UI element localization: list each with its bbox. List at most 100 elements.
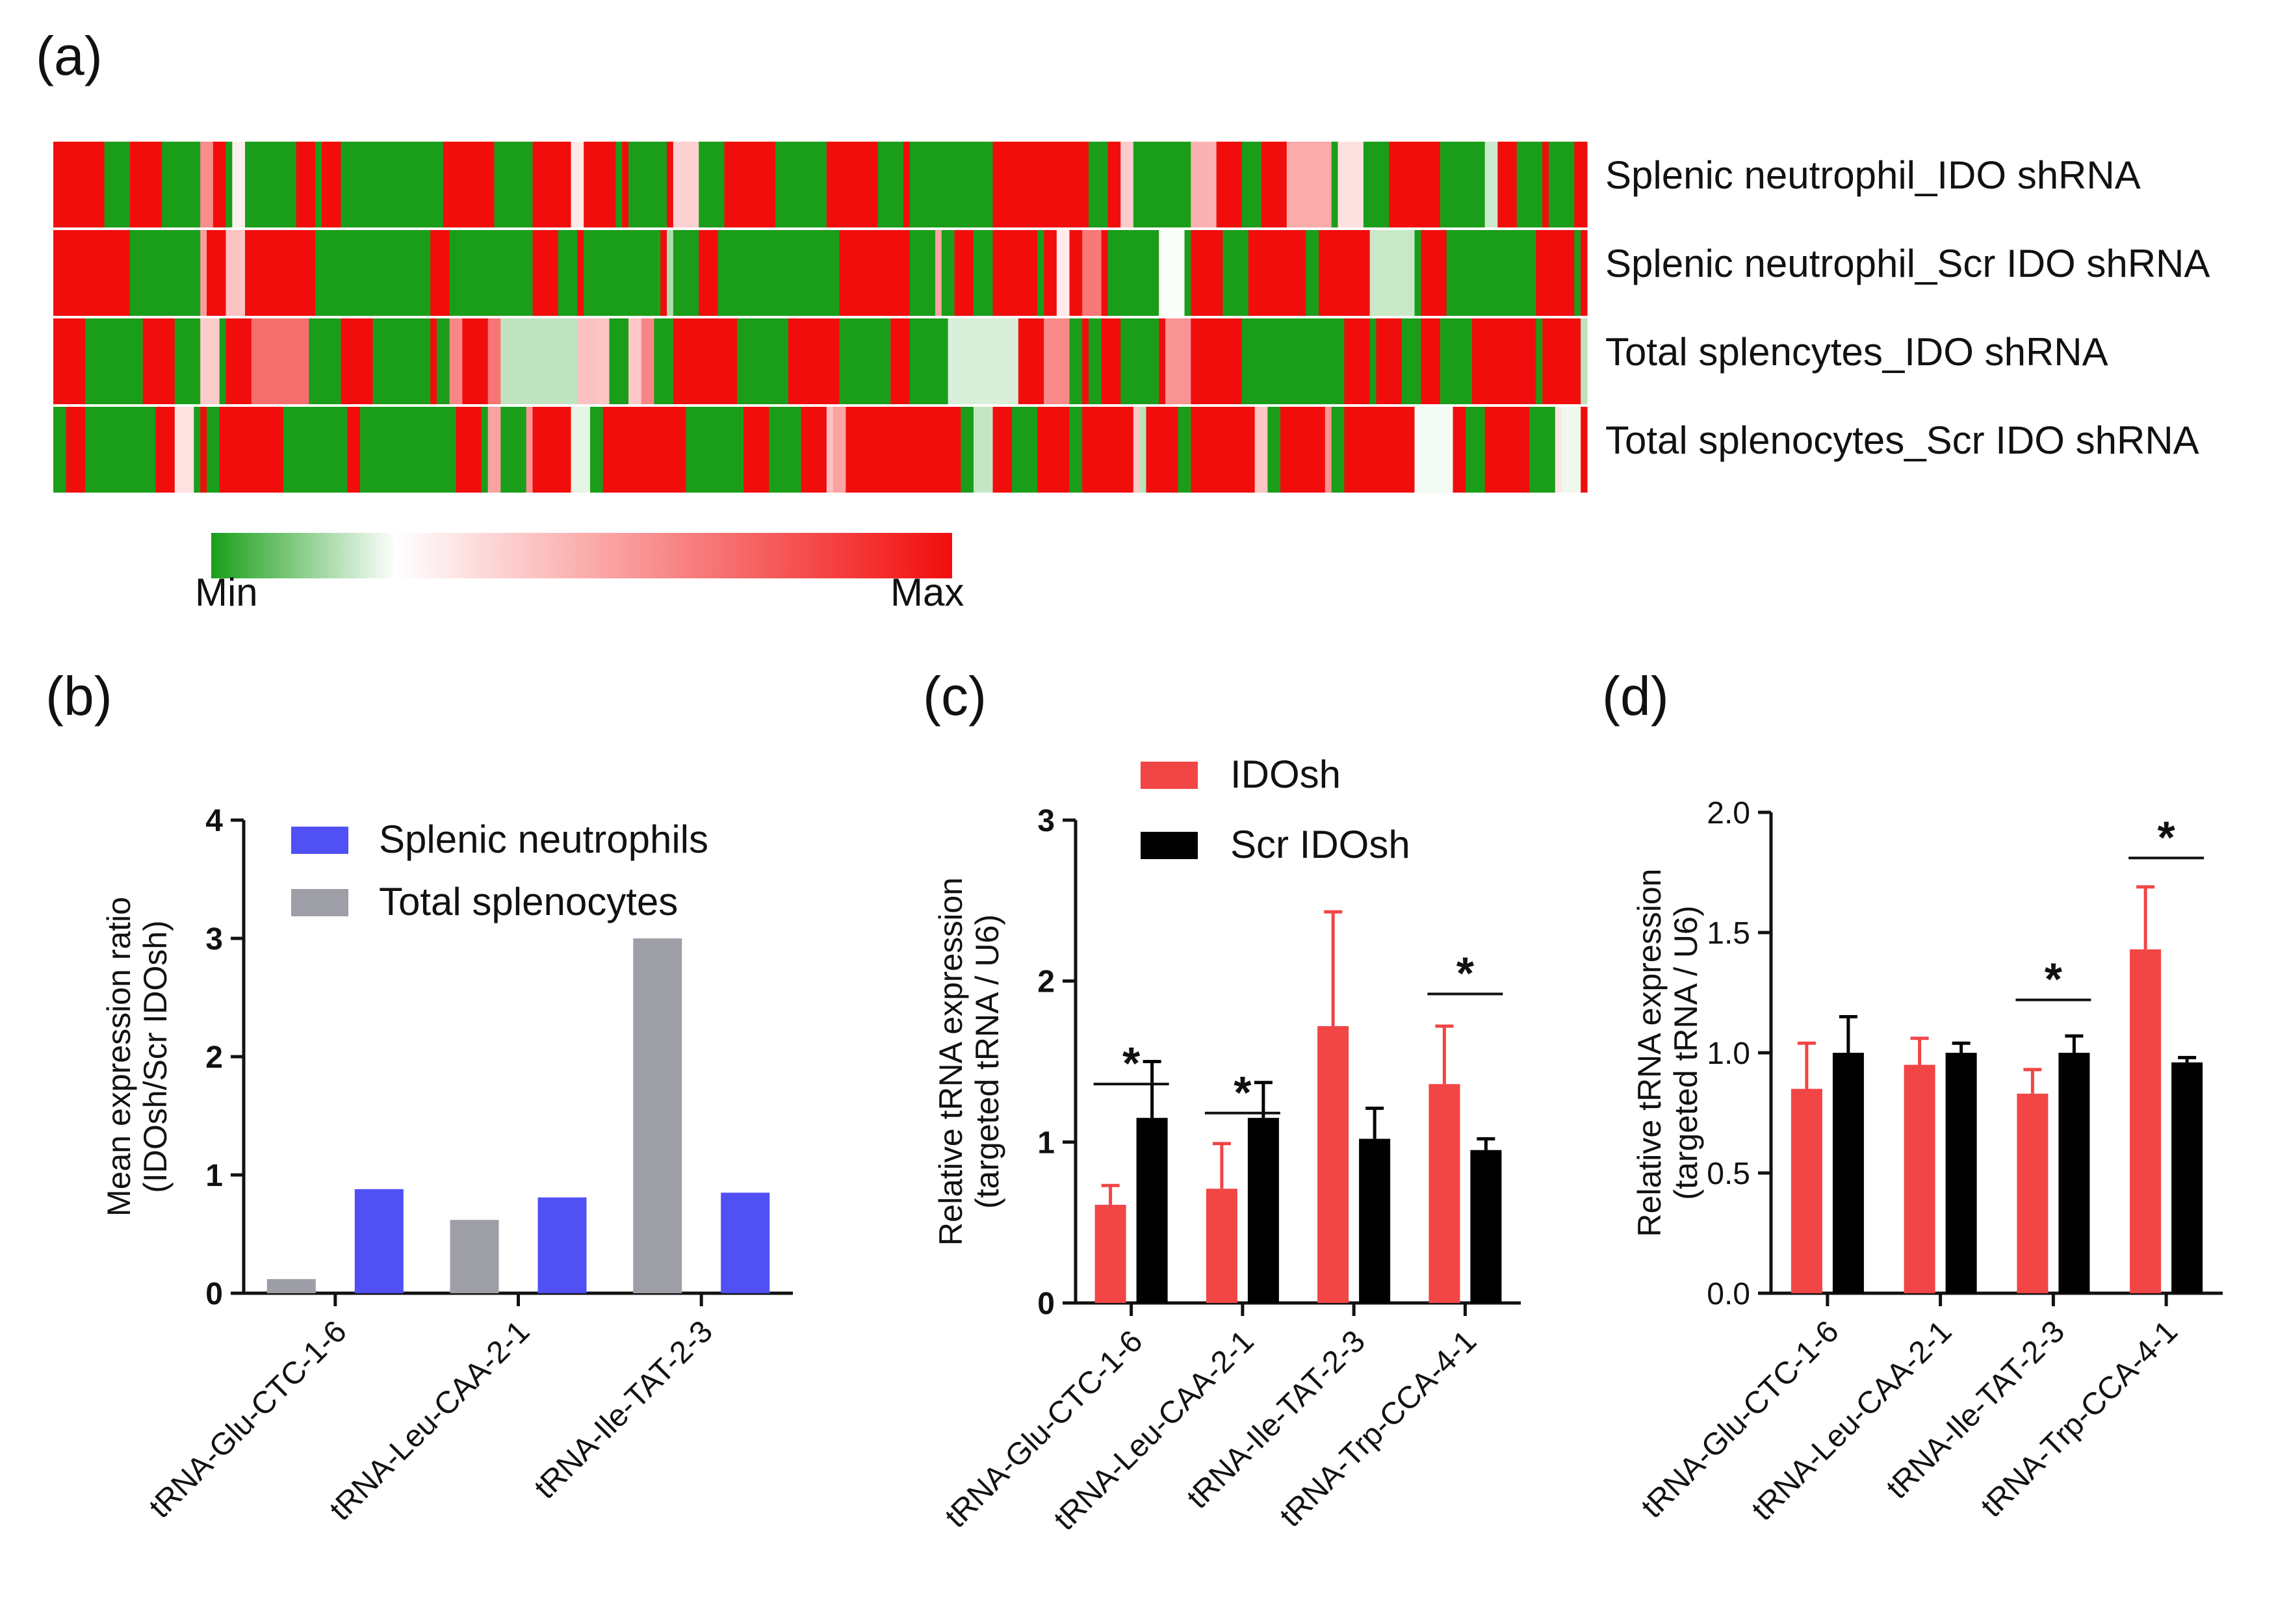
heatmap-cell	[1152, 230, 1159, 316]
heatmap-cell	[941, 230, 955, 316]
heatmap-cell	[1421, 230, 1428, 316]
heatmap-cell	[372, 318, 393, 404]
heatmap-cell	[737, 318, 764, 404]
bar	[354, 1189, 404, 1293]
heatmap-cell	[1331, 407, 1345, 493]
heatmap-cell	[1421, 318, 1441, 404]
heatmap-cell	[532, 407, 552, 493]
heatmap-cell	[1568, 318, 1575, 404]
heatmap-cell	[654, 318, 674, 404]
heatmap-cell	[1044, 142, 1070, 227]
heatmap-cell	[283, 407, 291, 493]
heatmap-cell	[245, 142, 271, 227]
heatmap-cell	[558, 230, 578, 316]
bar	[537, 1197, 587, 1293]
heatmap-cell	[1574, 142, 1588, 227]
heatmap-cell	[1497, 142, 1505, 227]
chart-c: 0 1 2 3 Relative tRNA expression (targeted tR…	[933, 753, 1521, 1537]
heatmap-cell	[315, 407, 322, 493]
y-tick-label: 2	[205, 1040, 223, 1075]
heatmap-cell	[974, 230, 994, 316]
y-tick-label: 0	[205, 1277, 223, 1311]
bar	[1094, 1204, 1126, 1303]
y-axis-title-line2: (IDOsh/Scr IDOsh)	[137, 920, 174, 1192]
heatmap-cell	[1581, 407, 1588, 493]
heatmap-cell	[155, 407, 175, 493]
heatmap-cell	[475, 230, 534, 316]
heatmap-cell	[909, 230, 936, 316]
heatmap-cell	[826, 407, 834, 493]
heatmap-cell	[481, 407, 489, 493]
heatmap-cell	[871, 407, 898, 493]
heatmap-cell	[162, 142, 188, 227]
heatmap-cell	[724, 230, 789, 316]
heatmap-cell	[1581, 230, 1588, 316]
y-tick-label: 2	[1037, 965, 1055, 999]
heatmap-cell	[398, 230, 424, 316]
heatmap-cell	[1401, 318, 1421, 404]
heatmap-cell	[53, 230, 60, 316]
heatmap-cell	[782, 142, 802, 227]
heatmap-cell	[296, 142, 316, 227]
heatmap-cell	[142, 407, 156, 493]
heatmap-cell	[430, 230, 450, 316]
heatmap-cell	[1037, 230, 1044, 316]
heatmap-cell	[954, 230, 961, 316]
heatmap-cell	[309, 318, 335, 404]
heatmap-cell	[194, 407, 201, 493]
heatmap-cell	[213, 142, 227, 227]
heatmap-cell	[1120, 142, 1134, 227]
heatmap-cell	[1242, 142, 1262, 227]
heatmap-cell	[232, 142, 246, 227]
y-tick-label: 2.0	[1707, 796, 1750, 831]
heatmap-cell	[1286, 142, 1332, 227]
heatmap-cell	[500, 407, 527, 493]
heatmap-cell	[187, 142, 201, 227]
bar	[1247, 1118, 1279, 1303]
heatmap-cell	[596, 318, 610, 404]
legend-swatch	[1141, 832, 1198, 859]
heatmap-cell	[404, 318, 431, 404]
heatmap-cell	[692, 230, 699, 316]
heatmap-cell	[909, 142, 929, 227]
heatmap-cell	[1165, 407, 1179, 493]
heatmap-cell	[864, 142, 879, 227]
heatmap-cell	[1044, 230, 1057, 316]
heatmap-cell	[890, 142, 904, 227]
heatmap-cell	[1536, 230, 1549, 316]
bar	[633, 938, 682, 1293]
x-category-label: tRNA-Leu-CAA-2-1	[1048, 1324, 1261, 1537]
heatmap-cell	[1280, 407, 1287, 493]
heatmap-cell	[424, 230, 431, 316]
heatmap-cell	[801, 230, 840, 316]
heatmap-cell	[85, 318, 131, 404]
heatmap-cell	[1466, 407, 1486, 493]
color-scale-min-label: Min	[195, 571, 258, 614]
heatmap-cell	[430, 142, 444, 227]
heatmap-cell	[1191, 142, 1217, 227]
bar	[1317, 1026, 1349, 1303]
x-category-label: tRNA-Glu-CTC-1-6	[1635, 1314, 1846, 1525]
heatmap-cell	[1159, 230, 1185, 316]
heatmap-row-label-2: Splenic neutrophil_Scr IDO shRNA	[1605, 242, 2210, 285]
heatmap-cell	[1389, 318, 1403, 404]
heatmap-cell	[1549, 230, 1575, 316]
heatmap-cell	[219, 318, 227, 404]
color-scale-bar	[211, 533, 952, 578]
heatmap-cell	[941, 142, 949, 227]
y-axis-title-line1: Relative tRNA expression	[933, 877, 969, 1246]
heatmap-cell	[634, 230, 661, 316]
heatmap-cell	[1440, 142, 1466, 227]
x-category-label: tRNA-Trp-CCA-4-1	[1974, 1314, 2184, 1524]
heatmap-row-label-3: Total splencytes_IDO shRNA	[1605, 330, 2108, 374]
heatmap-cell	[667, 230, 674, 316]
heatmap-cell	[961, 230, 974, 316]
heatmap-cell	[1504, 142, 1518, 227]
heatmap-cell	[207, 407, 214, 493]
heatmap-cell	[200, 230, 207, 316]
heatmap-cell	[1446, 230, 1454, 316]
heatmap-cell	[724, 142, 738, 227]
heatmap-cell	[1376, 318, 1383, 404]
heatmap-cell	[1216, 407, 1236, 493]
